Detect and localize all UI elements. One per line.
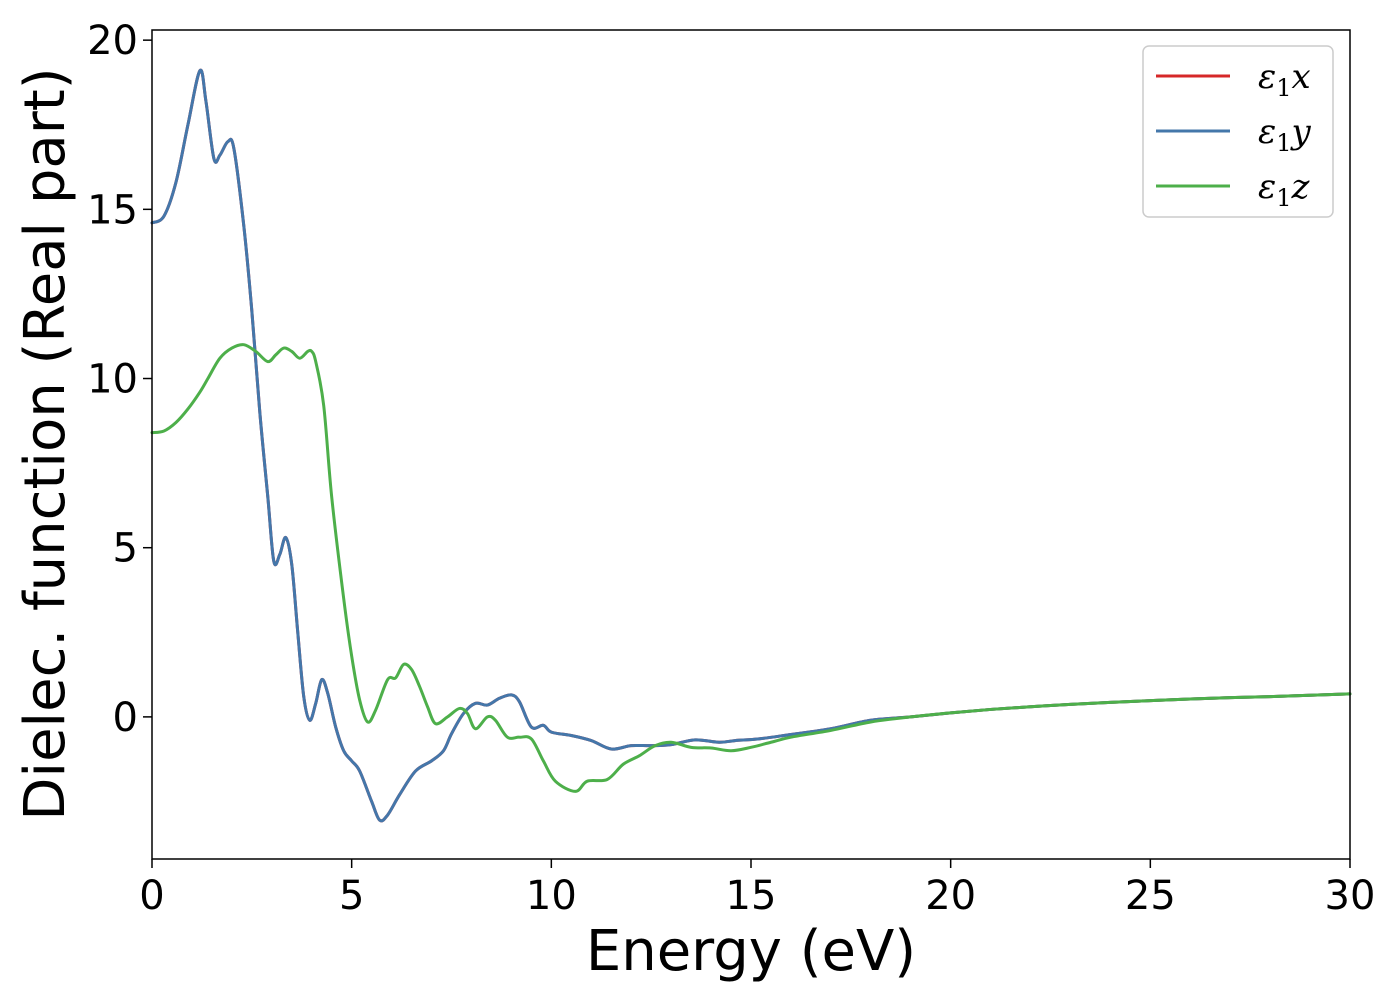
x-axis-title: Energy (eV) <box>586 919 916 984</box>
legend-box <box>1142 45 1334 218</box>
x-tick-label: 30 <box>1325 873 1376 919</box>
x-tick-label: 25 <box>1125 873 1176 919</box>
y-axis-title: Dielec. function (Real part) <box>13 67 78 820</box>
y-axis: 0 5 10 15 20 <box>87 18 152 741</box>
x-tick-label: 10 <box>526 873 577 919</box>
y-tick-label: 10 <box>87 357 138 403</box>
x-tick-label: 0 <box>139 873 164 919</box>
legend: ε1x ε1y ε1z <box>1142 45 1334 218</box>
x-tick-label: 15 <box>726 873 777 919</box>
legend-label-e1y: ε1y <box>1258 112 1312 157</box>
legend-label-e1x: ε1x <box>1258 57 1311 102</box>
y-tick-label: 0 <box>113 695 138 741</box>
y-tick-label: 15 <box>87 187 138 233</box>
x-axis: 0 5 10 15 20 25 30 <box>139 859 1375 919</box>
y-tick-label: 20 <box>87 18 138 64</box>
series-layer <box>150 68 1352 823</box>
series-line-e1z <box>150 343 1352 793</box>
x-tick-label: 5 <box>339 873 364 919</box>
legend-label-e1z: ε1z <box>1258 167 1311 212</box>
x-tick-label: 20 <box>925 873 976 919</box>
y-tick-label: 5 <box>113 526 138 572</box>
